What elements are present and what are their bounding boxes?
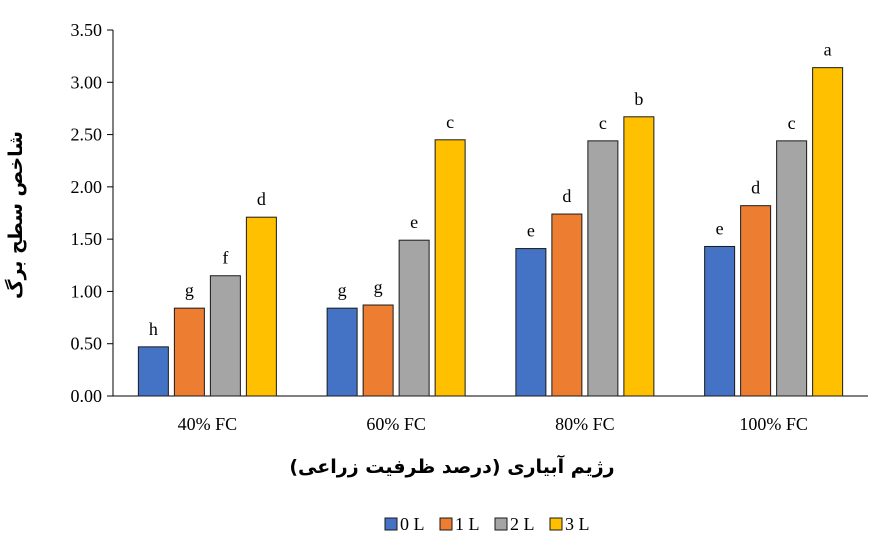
bar-data-label: c [599, 113, 607, 133]
x-axis-title: رژیم آبیاری (درصد ظرفیت زراعی) [289, 454, 614, 478]
x-axis: 40% FC 60% FC 80% FC 100% FC [113, 395, 868, 434]
bar [209, 275, 241, 397]
bar-data-label: g [374, 277, 383, 297]
y-tick-label: 3.00 [71, 72, 103, 92]
bar-data-label: d [257, 189, 266, 209]
bar-data-label: e [410, 212, 418, 232]
y-tick-label: 1.50 [71, 229, 103, 249]
bar [362, 304, 394, 397]
bar-labels: h g f d g g e c e d c b e d c a [149, 40, 832, 339]
legend-swatch [494, 517, 508, 531]
x-category-label: 100% FC [739, 414, 808, 434]
legend: 0 L 1 L 2 L 3 L [384, 514, 590, 534]
y-axis-title: شاخص سطح برگ [4, 131, 27, 299]
bar-data-label: b [634, 89, 643, 109]
bar [740, 205, 772, 397]
x-category-label: 60% FC [366, 414, 426, 434]
x-category-label: 80% FC [555, 414, 615, 434]
legend-label: 0 L [400, 514, 425, 534]
bars [137, 67, 844, 397]
bar [776, 140, 808, 397]
bar [326, 307, 358, 397]
bar-data-label: f [222, 248, 228, 268]
bar [515, 248, 547, 397]
y-tick-label: 0.00 [71, 386, 103, 406]
legend-swatch [439, 517, 453, 531]
y-tick-label: 1.00 [71, 281, 103, 301]
legend-label: 1 L [455, 514, 480, 534]
bar [551, 213, 583, 397]
bar-data-label: e [527, 221, 535, 241]
x-category-label: 40% FC [178, 414, 238, 434]
legend-label: 2 L [510, 514, 535, 534]
bar-data-label: g [185, 280, 194, 300]
legend-swatch [549, 517, 563, 531]
bar [623, 116, 655, 397]
bar [137, 346, 169, 397]
y-tick-label: 2.00 [71, 177, 103, 197]
bar [173, 307, 205, 397]
bar [245, 216, 277, 397]
bar-data-label: g [338, 280, 347, 300]
bar-data-label: e [716, 218, 724, 238]
bar-data-label: c [788, 113, 796, 133]
bar-data-label: c [446, 112, 454, 132]
bar-data-label: a [824, 40, 832, 60]
legend-swatch [384, 517, 398, 531]
bar-data-label: h [149, 319, 158, 339]
bar [587, 140, 619, 397]
bar [398, 239, 430, 397]
bar [812, 67, 844, 397]
y-tick-label: 2.50 [71, 125, 103, 145]
y-axis: 0.00 0.50 1.00 1.50 2.00 2.50 3.00 3.50 [71, 20, 114, 406]
bar-data-label: d [562, 186, 571, 206]
bar [434, 139, 466, 397]
bar [704, 245, 736, 397]
y-tick-label: 3.50 [71, 20, 103, 40]
bar-data-label: d [751, 178, 760, 198]
y-tick-label: 0.50 [71, 334, 103, 354]
legend-label: 3 L [565, 514, 590, 534]
